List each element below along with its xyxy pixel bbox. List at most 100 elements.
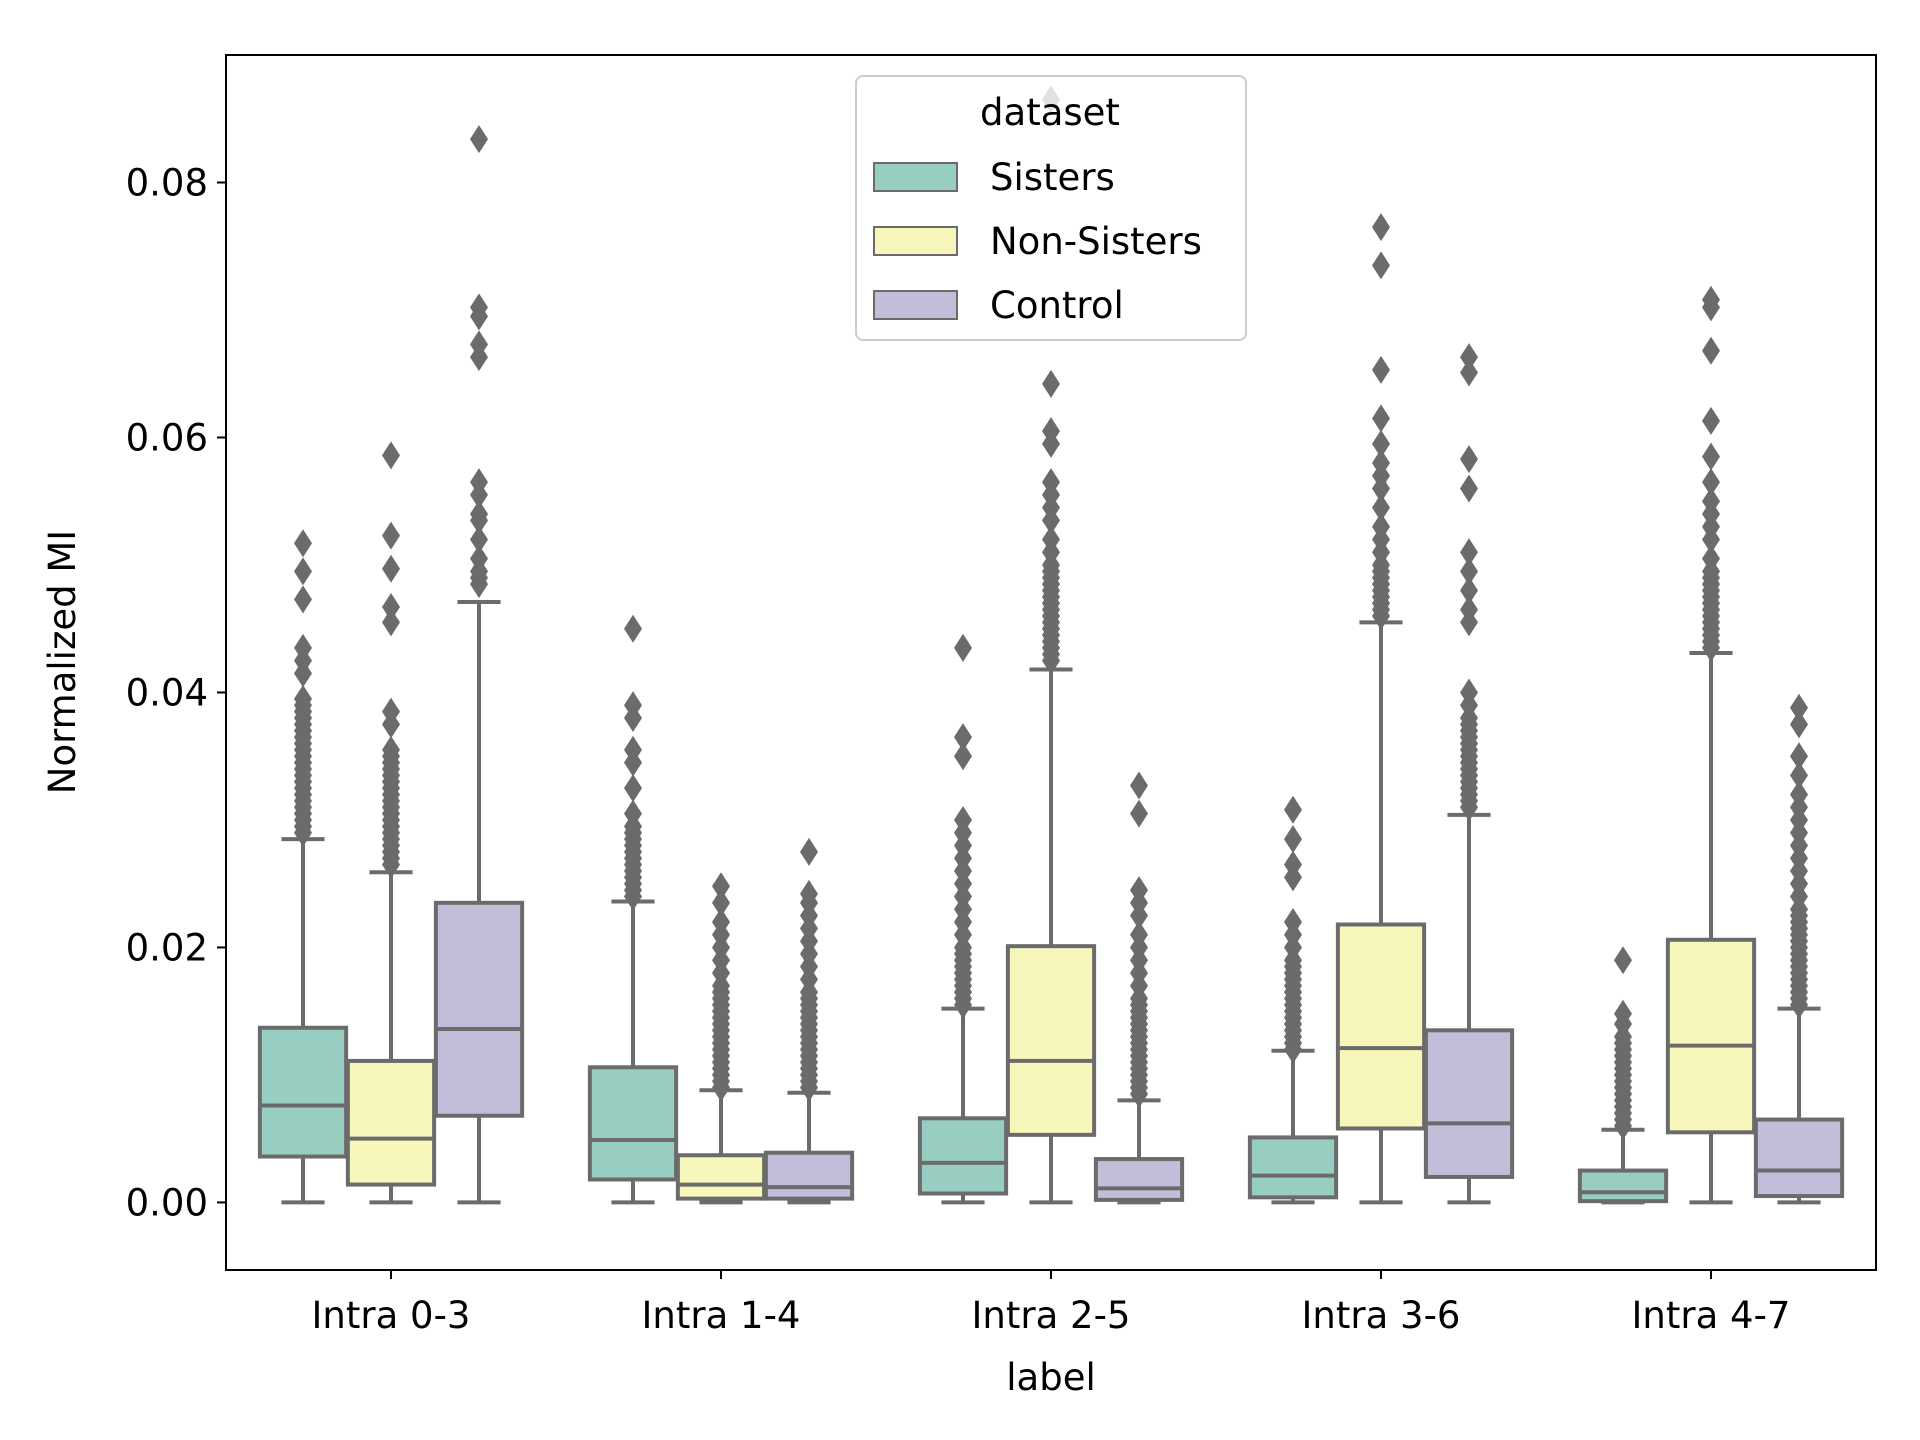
outlier-point xyxy=(1460,474,1478,503)
box-body xyxy=(345,1058,437,1187)
box-body xyxy=(1423,1028,1515,1179)
box-body xyxy=(675,1153,767,1201)
box-body xyxy=(587,1065,679,1182)
outlier-point xyxy=(1042,525,1060,554)
outlier-point xyxy=(1460,557,1478,586)
outlier-point xyxy=(1284,850,1302,879)
plot-area xyxy=(257,85,1845,1205)
outlier-point xyxy=(1372,512,1390,541)
box-1-2 xyxy=(763,837,855,1205)
box-body xyxy=(1753,1117,1845,1199)
box-3-1 xyxy=(1335,213,1427,1205)
box-0-0 xyxy=(257,529,349,1205)
box-body xyxy=(1005,944,1097,1137)
outlier-point xyxy=(1042,417,1060,446)
outlier-point xyxy=(712,888,730,917)
x-axis-title: label xyxy=(1006,1356,1095,1399)
outlier-point xyxy=(1284,795,1302,824)
y-axis-title: Normalized MI xyxy=(41,530,84,794)
outlier-point xyxy=(382,608,400,637)
legend-title: dataset xyxy=(980,91,1120,134)
outlier-point xyxy=(1790,710,1808,739)
box-2-0 xyxy=(917,633,1009,1205)
outlier-point xyxy=(1130,920,1148,949)
outlier-point xyxy=(382,697,400,726)
legend-frame xyxy=(855,75,1247,341)
legend-swatch xyxy=(873,162,958,192)
outlier-point xyxy=(954,633,972,662)
box-body xyxy=(1577,1168,1669,1204)
box-4-0 xyxy=(1577,946,1669,1205)
box-body xyxy=(1335,922,1427,1131)
outlier-point xyxy=(1790,742,1808,771)
box-0-2 xyxy=(433,125,525,1205)
outlier-point xyxy=(954,723,972,752)
outlier-point xyxy=(294,633,312,662)
box-4-1 xyxy=(1665,285,1757,1205)
x-tick-label: Intra 4-7 xyxy=(1632,1294,1791,1337)
outlier-point xyxy=(382,735,400,764)
x-tick-label: Intra 3-6 xyxy=(1302,1294,1461,1337)
outlier-point xyxy=(624,774,642,803)
legend-swatch xyxy=(873,290,958,320)
outlier-point xyxy=(1372,429,1390,458)
box-body xyxy=(433,900,525,1118)
outlier-point xyxy=(294,557,312,586)
outlier-point xyxy=(1372,448,1390,477)
outlier-point xyxy=(1702,487,1720,516)
y-tick-label: 0.08 xyxy=(126,161,208,204)
outlier-point xyxy=(1614,999,1632,1028)
outlier-point xyxy=(1702,544,1720,573)
outlier-point xyxy=(470,468,488,497)
x-tick-label: Intra 2-5 xyxy=(972,1294,1131,1337)
box-body xyxy=(1247,1135,1339,1200)
outlier-point xyxy=(1372,355,1390,384)
outlier-point xyxy=(470,544,488,573)
outlier-point xyxy=(1460,595,1478,624)
outlier-point xyxy=(624,799,642,828)
y-tick-label: 0.02 xyxy=(126,926,208,969)
outlier-point xyxy=(624,614,642,643)
box-body xyxy=(257,1025,349,1159)
outlier-point xyxy=(382,521,400,550)
outlier-point xyxy=(624,691,642,720)
outlier-point xyxy=(1790,780,1808,809)
outlier-point xyxy=(1702,285,1720,314)
outlier-point xyxy=(712,872,730,901)
outlier-point xyxy=(1460,358,1478,387)
outlier-point xyxy=(1372,493,1390,522)
outlier-point xyxy=(1372,251,1390,280)
outlier-point xyxy=(470,330,488,359)
outlier-point xyxy=(712,907,730,936)
outlier-point xyxy=(470,293,488,322)
outlier-point xyxy=(1460,445,1478,474)
box-body xyxy=(917,1116,1009,1196)
outlier-point xyxy=(1460,576,1478,605)
legend-label: Control xyxy=(990,284,1124,327)
outlier-point xyxy=(954,742,972,771)
outlier-point xyxy=(1790,761,1808,790)
box-1-0 xyxy=(587,614,679,1205)
outlier-point xyxy=(470,499,488,528)
outlier-point xyxy=(1130,799,1148,828)
outlier-point xyxy=(470,525,488,554)
outlier-point xyxy=(1372,213,1390,242)
y-tick-label: 0.06 xyxy=(126,416,208,459)
outlier-point xyxy=(382,441,400,470)
outlier-point xyxy=(1702,442,1720,471)
outlier-point xyxy=(1702,406,1720,435)
outlier-point xyxy=(1790,693,1808,722)
x-tick-label: Intra 0-3 xyxy=(312,1294,471,1337)
y-tick-label: 0.00 xyxy=(126,1181,208,1224)
legend-label: Sisters xyxy=(990,156,1115,199)
legend-label: Non-Sisters xyxy=(990,220,1202,263)
legend: dataset Sisters Non-Sisters Control xyxy=(855,75,1247,341)
outlier-point xyxy=(470,125,488,154)
outlier-point xyxy=(1614,946,1632,975)
outlier-point xyxy=(1042,369,1060,398)
outlier-point xyxy=(382,593,400,622)
box-body xyxy=(1665,937,1757,1135)
outlier-point xyxy=(294,684,312,713)
x-tick-label: Intra 1-4 xyxy=(642,1294,801,1337)
